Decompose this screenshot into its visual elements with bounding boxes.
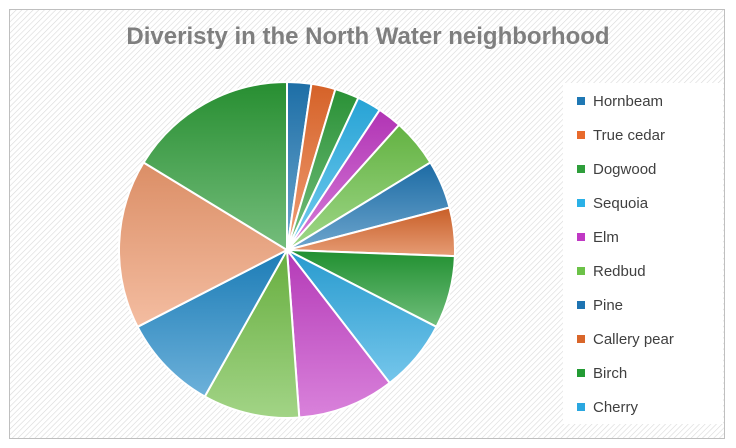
legend-swatch [577, 403, 585, 411]
pie-slice-dogwood [136, 249, 288, 398]
legend-item-sequoia: Sequoia [577, 193, 648, 213]
legend-swatch [577, 369, 585, 377]
legend-label: Dogwood [593, 160, 657, 178]
legend-item-dogwood: Dogwood [577, 159, 656, 179]
legend-swatch [577, 335, 585, 343]
legend-item-cherry: Cherry [577, 397, 638, 417]
pie-slice-sequoia [118, 161, 288, 328]
legend-item-callery-pear: Callery pear [577, 329, 674, 349]
legend-label: Pine [593, 296, 624, 314]
legend-label: Callery pear [593, 330, 674, 348]
legend-item-redbud: Redbud [577, 261, 646, 281]
legend-swatch [577, 165, 585, 173]
legend-swatch [577, 267, 585, 275]
pie-slice-hornbeam [286, 249, 391, 419]
legend-item-true-cedar: True cedar [577, 125, 665, 145]
pie-slice-elm [142, 81, 288, 251]
legend-label: Redbud [593, 262, 646, 280]
legend-label: Hornbeam [593, 92, 664, 110]
legend-swatch [577, 301, 585, 309]
legend-item-birch: Birch [577, 363, 627, 383]
legend-label: Elm [593, 228, 619, 246]
legend-item-hornbeam: Hornbeam [577, 91, 663, 111]
legend: Hornbeam True cedar Dogwood Sequoia Elm Redbu… [563, 83, 723, 424]
legend-label: Birch [593, 364, 628, 382]
legend-item-elm: Elm [577, 227, 619, 247]
legend-swatch [577, 233, 585, 241]
legend-label: True cedar [593, 126, 665, 144]
legend-item-pine: Pine [577, 295, 623, 315]
pie-slices [118, 81, 456, 419]
legend-label: Cherry [593, 398, 639, 416]
legend-swatch [577, 199, 585, 207]
pie-slice-true-cedar [203, 249, 301, 419]
legend-swatch [577, 97, 585, 105]
legend-label: Sequoia [593, 194, 649, 212]
chart-area: Diveristy in the North Water neighborhoo… [9, 9, 725, 439]
chart-title: Diveristy in the North Water neighborhoo… [126, 23, 610, 50]
legend-swatch [577, 131, 585, 139]
